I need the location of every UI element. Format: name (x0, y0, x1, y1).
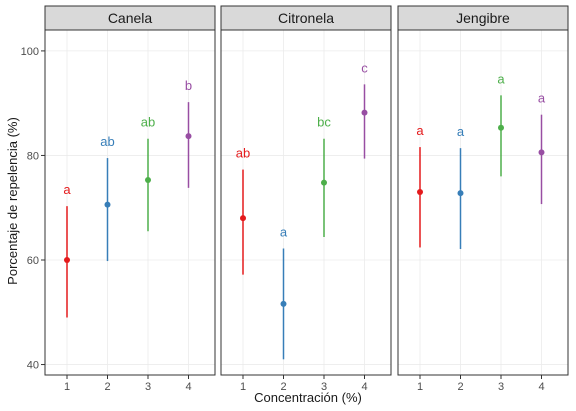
panels-group: Canela 1 2 3 4 a ab ab b Citronela 1 2 3 4 ab a bc c Jengi… (44, 5, 569, 393)
data-point (321, 179, 327, 186)
y-axis: 40 60 80 100 (21, 46, 45, 372)
y-tick-label: 100 (21, 46, 39, 58)
significance-letter: ab (236, 146, 250, 161)
significance-letter: a (497, 71, 505, 86)
significance-letter: a (538, 91, 546, 106)
data-point (145, 177, 151, 184)
x-tick-label: 1 (64, 381, 70, 393)
significance-letter: ab (141, 115, 155, 130)
panel-citronela: Citronela 1 2 3 4 ab a bc c (220, 5, 392, 393)
x-tick-label: 4 (185, 381, 191, 393)
data-point (104, 201, 111, 208)
panel-jengibre: Jengibre 1 2 3 4 a a a a (397, 5, 569, 393)
data-point (185, 133, 192, 140)
panel-area-canela (44, 29, 216, 376)
significance-letter: a (63, 182, 71, 197)
data-point (457, 190, 464, 197)
panel-area-citronela (220, 29, 392, 376)
x-tick-label: 2 (457, 381, 463, 393)
x-tick-label: 3 (321, 381, 327, 393)
y-axis-title: Porcentaje de repelencia (%) (5, 117, 20, 285)
y-tick-label: 60 (27, 255, 39, 267)
significance-letter: bc (317, 115, 331, 130)
strip-jengibre (397, 5, 569, 31)
x-axis-title: Concentración (%) (254, 390, 362, 405)
x-tick-label: 1 (417, 381, 423, 393)
data-point (417, 189, 423, 196)
x-tick-label: 3 (145, 381, 151, 393)
panel-area-jengibre (397, 29, 569, 376)
strip-label-canela: Canela (108, 10, 153, 26)
x-tick-label: 3 (498, 381, 504, 393)
panel-border (220, 29, 392, 376)
strip-label-jengibre: Jengibre (456, 10, 510, 26)
data-point (280, 300, 287, 307)
y-tick-label: 40 (27, 360, 39, 372)
panel-border (397, 29, 569, 376)
significance-letter: a (280, 225, 288, 240)
x-tick-label: 4 (361, 381, 367, 393)
significance-letter: c (361, 60, 368, 75)
significance-letter: a (416, 123, 424, 138)
x-tick-label: 2 (104, 381, 110, 393)
x-tick-label: 2 (280, 381, 286, 393)
data-point (64, 257, 70, 263)
data-point (498, 124, 504, 131)
x-tick-label: 1 (240, 381, 246, 393)
strip-canela (44, 5, 216, 31)
data-point (538, 149, 545, 156)
y-tick-label: 80 (27, 150, 39, 162)
x-tick-label: 4 (538, 381, 544, 393)
data-point (361, 109, 368, 116)
panel-canela: Canela 1 2 3 4 a ab ab b (44, 5, 216, 393)
strip-label-citronela: Citronela (278, 10, 334, 26)
data-point (240, 215, 246, 222)
significance-letter: b (185, 78, 192, 93)
panel-border (44, 29, 216, 376)
significance-letter: a (457, 124, 465, 139)
significance-letter: ab (100, 134, 114, 149)
